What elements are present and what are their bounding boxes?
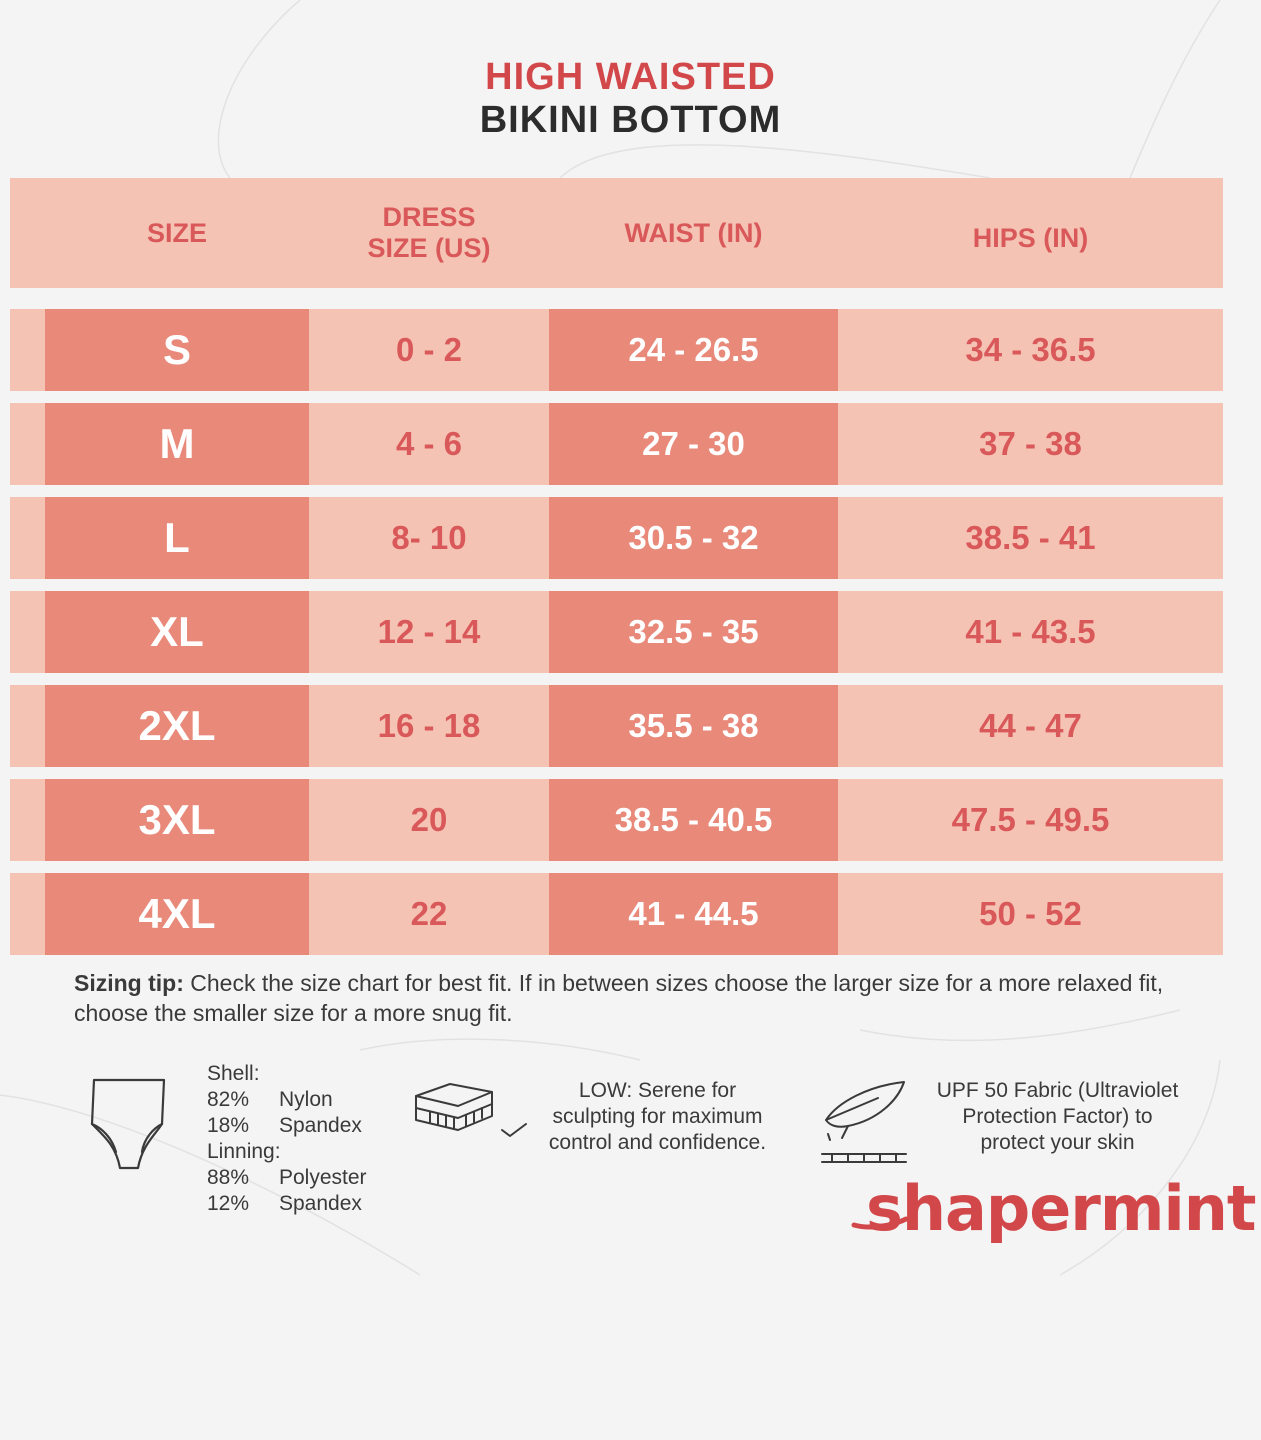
waist-cell: 35.5 - 38 [549, 685, 838, 767]
dress-size-cell: 22 [410, 895, 448, 932]
column-header-waist: WAIST (IN) [624, 217, 763, 248]
hips-cell: 41 - 43.5 [965, 613, 1096, 650]
hips-cell: 44 - 47 [979, 707, 1082, 744]
brand-logo: shapermint [866, 1172, 1257, 1245]
size-cell: M [45, 403, 309, 485]
waist-cell: 30.5 - 32 [549, 497, 838, 579]
size-cell: XL [45, 591, 309, 673]
size-cell: 2XL [45, 685, 309, 767]
fabric-layers-icon [415, 1083, 527, 1137]
lining-label: Linning: [207, 1140, 281, 1163]
size-cell: 4XL [45, 873, 309, 955]
hips-cell: 34 - 36.5 [965, 331, 1096, 368]
hips-cell: 50 - 52 [979, 895, 1082, 932]
waist-cell: 27 - 30 [549, 403, 838, 485]
size-chart-table: SIZE DRESS SIZE (US) WAIST (IN) HIPS (IN… [10, 178, 1223, 956]
shell-item: 18% Spandex [207, 1114, 362, 1137]
table-row: L 8- 10 30.5 - 32 38.5 - 41 [10, 497, 1223, 579]
waist-cell: 41 - 44.5 [549, 873, 838, 955]
dress-size-cell: 20 [410, 801, 448, 838]
shell-item: 82% Nylon [207, 1088, 333, 1111]
dress-size-cell: 12 - 14 [377, 613, 481, 650]
table-header: SIZE DRESS SIZE (US) WAIST (IN) HIPS (IN… [10, 178, 1223, 288]
briefs-icon [90, 1078, 166, 1170]
sizing-tip-text: Check the size chart for best fit. If in… [74, 970, 1164, 1026]
dress-size-cell: 8- 10 [391, 519, 467, 556]
hips-cell: 38.5 - 41 [965, 519, 1096, 556]
feather-icon [821, 1081, 907, 1163]
table-row: 3XL 20 38.5 - 40.5 47.5 - 49.5 [10, 779, 1223, 861]
shell-label: Shell: [207, 1062, 260, 1085]
column-header-size: SIZE [146, 217, 207, 248]
column-header-dress-line2: SIZE (US) [367, 233, 491, 263]
lining-item: 88% Polyester [207, 1166, 367, 1189]
column-header-dress-size: DRESS SIZE (US) [309, 178, 549, 288]
table-row: 2XL 16 - 18 35.5 - 38 44 - 47 [10, 685, 1223, 767]
dress-size-cell: 0 - 2 [395, 331, 463, 368]
hips-cell: 37 - 38 [979, 425, 1082, 462]
waist-cell: 32.5 - 35 [549, 591, 838, 673]
table-row: XL 12 - 14 32.5 - 35 41 - 43.5 [10, 591, 1223, 673]
brand-swoosh-icon [851, 1216, 909, 1230]
waist-cell: 24 - 26.5 [549, 309, 838, 391]
size-cell: L [45, 497, 309, 579]
sizing-tip-label: Sizing tip: [74, 970, 184, 996]
compression-level-text: LOW: Serene for sculpting for maximum co… [548, 1079, 767, 1154]
fabric-composition: Shell: 82% Nylon 18% Spandex Linning: 88% P… [207, 1061, 367, 1217]
size-cell: 3XL [45, 779, 309, 861]
dress-size-cell: 16 - 18 [377, 707, 481, 744]
lining-item: 12% Spandex [207, 1192, 362, 1215]
dress-size-cell: 4 - 6 [395, 425, 463, 462]
title-line-2: BIKINI BOTTOM [479, 99, 782, 141]
table-row: S 0 - 2 24 - 26.5 34 - 36.5 [10, 309, 1223, 391]
sizing-tip: Sizing tip: Check the size chart for bes… [74, 968, 1174, 1028]
upf-protection-text: UPF 50 Fabric (Ultraviolet Protection Fa… [936, 1079, 1179, 1154]
column-header-hips: HIPS (IN) [972, 222, 1089, 253]
table-row: M 4 - 6 27 - 30 37 - 38 [10, 403, 1223, 485]
column-header-dress-line1: DRESS [382, 202, 476, 232]
size-cell: S [45, 309, 309, 391]
hips-cell: 47.5 - 49.5 [951, 801, 1110, 838]
waist-cell: 38.5 - 40.5 [549, 779, 838, 861]
title-line-1: HIGH WAISTED [485, 56, 776, 98]
table-row: 4XL 22 41 - 44.5 50 - 52 [10, 873, 1223, 955]
